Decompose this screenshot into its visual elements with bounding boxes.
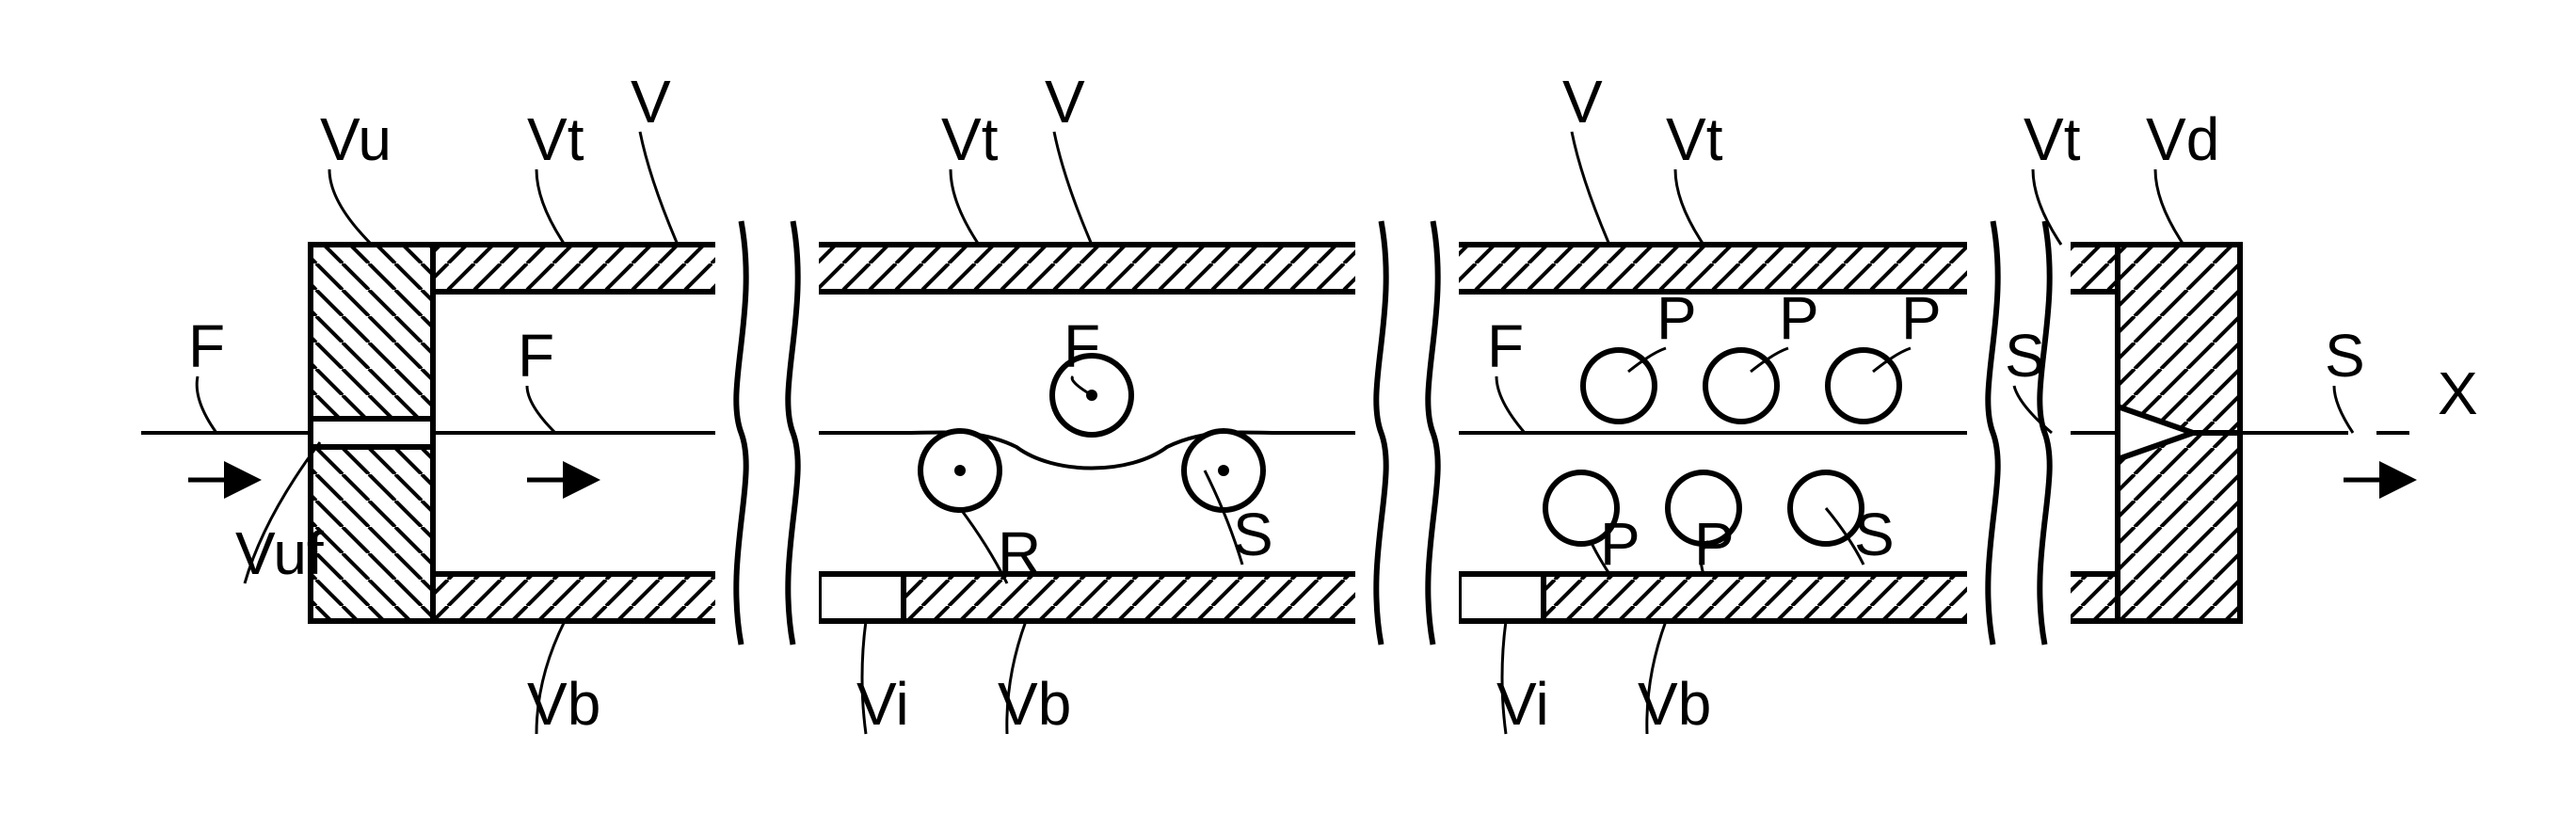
label-P2: P <box>1779 284 1819 352</box>
label-Vb2: Vb <box>998 670 1071 738</box>
break-mark <box>736 221 745 645</box>
leader-line <box>197 376 216 433</box>
label-Vi2: Vi <box>1496 670 1549 738</box>
label-S1: S <box>1233 501 1273 568</box>
label-Vi1: Vi <box>856 670 909 738</box>
label-Vt4: Vt <box>2024 105 2081 173</box>
label-F4: F <box>1487 312 1524 380</box>
label-S3: S <box>2005 322 2045 390</box>
break-mark <box>1988 221 1997 645</box>
leader-line <box>329 169 372 245</box>
break-mark <box>1376 221 1385 645</box>
leader-line <box>640 132 678 245</box>
label-Vd: Vd <box>2146 105 2219 173</box>
label-Vt3: Vt <box>1666 105 1723 173</box>
leader-line <box>951 169 979 245</box>
label-F1: F <box>188 312 225 380</box>
break-mark <box>2040 221 2049 645</box>
label-P3: P <box>1901 284 1942 352</box>
leader-line <box>2155 169 2184 245</box>
break-mark <box>1428 221 1437 645</box>
leader-line <box>2334 386 2353 433</box>
label-S2: S <box>1854 501 1895 568</box>
label-F3: F <box>1064 312 1100 380</box>
label-Vt2: Vt <box>941 105 999 173</box>
label-S4: S <box>2325 322 2365 390</box>
leader-line <box>1675 169 1704 245</box>
label-Vb1: Vb <box>527 670 600 738</box>
label-R: R <box>998 519 1041 587</box>
label-Vt1: Vt <box>527 105 584 173</box>
label-V3: V <box>1562 68 1603 136</box>
label-P4: P <box>1600 510 1640 578</box>
leader-line <box>536 169 565 245</box>
label-V1: V <box>631 68 671 136</box>
label-F2: F <box>518 322 554 390</box>
label-Vb3: Vb <box>1638 670 1711 738</box>
label-Vuf: Vuf <box>235 519 324 587</box>
cross-section-diagram: VuVtVVtVVtVVtVdFFFFVufRSSSSPPPPPVbViVbVi… <box>0 0 2576 829</box>
label-Vu: Vu <box>320 105 392 173</box>
label-X: X <box>2438 359 2478 427</box>
leader-line <box>527 386 555 433</box>
break-mark <box>788 221 797 645</box>
label-P5: P <box>1694 510 1735 578</box>
label-V2: V <box>1045 68 1085 136</box>
leader-line <box>2014 386 2052 433</box>
leader-line <box>1054 132 1092 245</box>
label-P1: P <box>1656 284 1697 352</box>
leader-line <box>1572 132 1609 245</box>
leader-line <box>1496 376 1525 433</box>
